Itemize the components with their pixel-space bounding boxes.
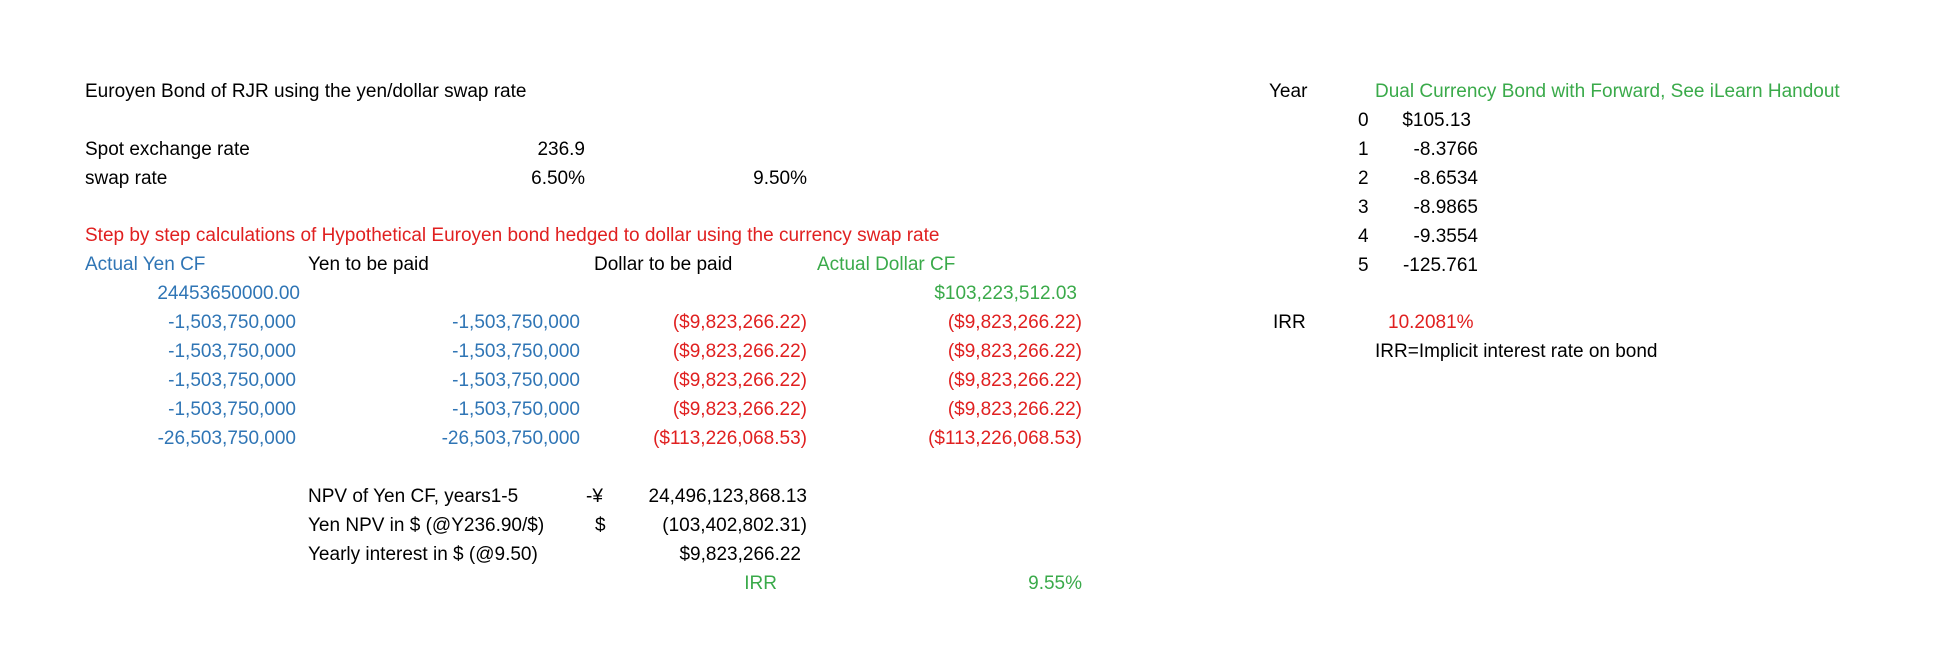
npv-yen-currency: -¥ bbox=[586, 486, 603, 507]
dual-currency-title: Dual Currency Bond with Forward, See iLe… bbox=[1375, 81, 1840, 102]
value-cell-4: -9.3554 bbox=[1413, 226, 1478, 247]
step-heading: Step by step calculations of Hypothetica… bbox=[85, 225, 940, 246]
cell-yen-paid-5: -26,503,750,000 bbox=[441, 428, 580, 449]
swap-rate-label: swap rate bbox=[85, 168, 168, 189]
npv-dollar-label: Yen NPV in $ (@Y236.90/$) bbox=[308, 515, 545, 536]
cell-actual-yen-0: 24453650000.00 bbox=[157, 283, 300, 304]
cell-actual-dollar-0: $103,223,512.03 bbox=[934, 283, 1077, 304]
value-cell-0: $105.13 bbox=[1402, 110, 1471, 131]
header-actual-yen-cf: Actual Yen CF bbox=[85, 254, 206, 275]
spot-rate-label: Spot exchange rate bbox=[85, 139, 250, 160]
cell-actual-dollar-3: ($9,823,266.22) bbox=[947, 370, 1082, 391]
cell-actual-dollar-5: ($113,226,068.53) bbox=[928, 428, 1082, 449]
cell-yen-paid-2: -1,503,750,000 bbox=[452, 341, 580, 362]
cell-dollar-paid-3: ($9,823,266.22) bbox=[672, 370, 807, 391]
cell-actual-yen-5: -26,503,750,000 bbox=[157, 428, 296, 449]
year-cell-5: 5 bbox=[1358, 255, 1369, 276]
cell-dollar-paid-1: ($9,823,266.22) bbox=[672, 312, 807, 333]
cell-dollar-paid-4: ($9,823,266.22) bbox=[672, 399, 807, 420]
value-cell-1: -8.3766 bbox=[1413, 139, 1478, 160]
right-irr-value: 10.2081% bbox=[1388, 312, 1474, 333]
spot-rate-value: 236.9 bbox=[537, 139, 585, 160]
year-cell-0: 0 bbox=[1358, 110, 1369, 131]
right-irr-label: IRR bbox=[1273, 312, 1306, 333]
header-dollar-to-be-paid: Dollar to be paid bbox=[594, 254, 733, 275]
year-cell-4: 4 bbox=[1358, 226, 1369, 247]
cell-yen-paid-1: -1,503,750,000 bbox=[452, 312, 580, 333]
yearly-interest-label: Yearly interest in $ (@9.50) bbox=[308, 544, 538, 565]
value-cell-5: -125.761 bbox=[1402, 255, 1478, 276]
cell-actual-dollar-4: ($9,823,266.22) bbox=[947, 399, 1082, 420]
npv-yen-value: 24,496,123,868.13 bbox=[648, 486, 808, 507]
npv-yen-label: NPV of Yen CF, years1-5 bbox=[308, 486, 519, 507]
yearly-interest-value: $9,823,266.22 bbox=[679, 544, 801, 565]
npv-dollar-currency: $ bbox=[595, 515, 606, 536]
cell-actual-dollar-2: ($9,823,266.22) bbox=[947, 341, 1082, 362]
swap-rate-yen: 6.50% bbox=[531, 168, 585, 189]
year-header: Year bbox=[1269, 81, 1308, 102]
npv-dollar-value: (103,402,802.31) bbox=[662, 515, 807, 536]
cell-actual-yen-4: -1,503,750,000 bbox=[168, 399, 296, 420]
cell-yen-paid-4: -1,503,750,000 bbox=[452, 399, 580, 420]
cell-actual-yen-2: -1,503,750,000 bbox=[168, 341, 296, 362]
right-irr-note: IRR=Implicit interest rate on bond bbox=[1375, 341, 1658, 362]
value-cell-2: -8.6534 bbox=[1413, 168, 1478, 189]
year-cell-3: 3 bbox=[1358, 197, 1369, 218]
cell-dollar-paid-5: ($113,226,068.53) bbox=[653, 428, 807, 449]
irr-label: IRR bbox=[744, 573, 777, 594]
sheet-title: Euroyen Bond of RJR using the yen/dollar… bbox=[85, 81, 527, 102]
value-cell-3: -8.9865 bbox=[1413, 197, 1478, 218]
swap-rate-dollar: 9.50% bbox=[753, 168, 807, 189]
cell-actual-yen-3: -1,503,750,000 bbox=[168, 370, 296, 391]
year-cell-2: 2 bbox=[1358, 168, 1369, 189]
header-actual-dollar-cf: Actual Dollar CF bbox=[817, 254, 956, 275]
cell-dollar-paid-2: ($9,823,266.22) bbox=[672, 341, 807, 362]
year-cell-1: 1 bbox=[1358, 139, 1369, 160]
header-yen-to-be-paid: Yen to be paid bbox=[308, 254, 429, 275]
cell-actual-yen-1: -1,503,750,000 bbox=[168, 312, 296, 333]
irr-value: 9.55% bbox=[1028, 573, 1082, 594]
cell-yen-paid-3: -1,503,750,000 bbox=[452, 370, 580, 391]
cell-actual-dollar-1: ($9,823,266.22) bbox=[947, 312, 1082, 333]
